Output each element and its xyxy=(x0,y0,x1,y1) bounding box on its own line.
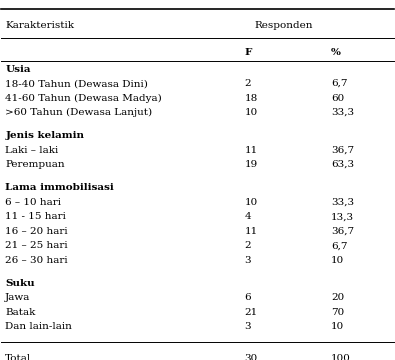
Text: 6,7: 6,7 xyxy=(331,241,347,250)
Text: 36,7: 36,7 xyxy=(331,146,354,155)
Text: 20: 20 xyxy=(331,293,344,302)
Text: F: F xyxy=(245,48,252,57)
Text: 33,3: 33,3 xyxy=(331,198,354,207)
Text: 30: 30 xyxy=(245,354,258,360)
Text: 41-60 Tahun (Dewasa Madya): 41-60 Tahun (Dewasa Madya) xyxy=(5,94,162,103)
Text: 21 – 25 hari: 21 – 25 hari xyxy=(5,241,68,250)
Text: Lama immobilisasi: Lama immobilisasi xyxy=(5,183,114,192)
Text: Karakteristik: Karakteristik xyxy=(5,21,74,30)
Text: Jenis kelamin: Jenis kelamin xyxy=(5,131,84,140)
Text: >60 Tahun (Dewasa Lanjut): >60 Tahun (Dewasa Lanjut) xyxy=(5,108,152,117)
Text: Perempuan: Perempuan xyxy=(5,160,65,169)
Text: 18-40 Tahun (Dewasa Dini): 18-40 Tahun (Dewasa Dini) xyxy=(5,79,148,88)
Text: 6,7: 6,7 xyxy=(331,79,347,88)
Text: 60: 60 xyxy=(331,94,344,103)
Text: 11: 11 xyxy=(245,146,258,155)
Text: 3: 3 xyxy=(245,322,251,331)
Text: 6 – 10 hari: 6 – 10 hari xyxy=(5,198,61,207)
Text: 70: 70 xyxy=(331,308,344,317)
Text: 11: 11 xyxy=(245,227,258,236)
Text: Responden: Responden xyxy=(254,21,313,30)
Text: 33,3: 33,3 xyxy=(331,108,354,117)
Text: Dan lain-lain: Dan lain-lain xyxy=(5,322,72,331)
Text: 26 – 30 hari: 26 – 30 hari xyxy=(5,256,68,265)
Text: Usia: Usia xyxy=(5,64,31,73)
Text: 3: 3 xyxy=(245,256,251,265)
Text: 6: 6 xyxy=(245,293,251,302)
Text: 13,3: 13,3 xyxy=(331,212,354,221)
Text: 21: 21 xyxy=(245,308,258,317)
Text: %: % xyxy=(331,48,341,57)
Text: Total: Total xyxy=(5,354,32,360)
Text: Jawa: Jawa xyxy=(5,293,31,302)
Text: 2: 2 xyxy=(245,79,251,88)
Text: 63,3: 63,3 xyxy=(331,160,354,169)
Text: 2: 2 xyxy=(245,241,251,250)
Text: 100: 100 xyxy=(331,354,351,360)
Text: Laki – laki: Laki – laki xyxy=(5,146,58,155)
Text: 11 - 15 hari: 11 - 15 hari xyxy=(5,212,66,221)
Text: 36,7: 36,7 xyxy=(331,227,354,236)
Text: 10: 10 xyxy=(245,108,258,117)
Text: 10: 10 xyxy=(245,198,258,207)
Text: Batak: Batak xyxy=(5,308,36,317)
Text: 10: 10 xyxy=(331,256,344,265)
Text: 10: 10 xyxy=(331,322,344,331)
Text: Suku: Suku xyxy=(5,279,35,288)
Text: 19: 19 xyxy=(245,160,258,169)
Text: 16 – 20 hari: 16 – 20 hari xyxy=(5,227,68,236)
Text: 4: 4 xyxy=(245,212,251,221)
Text: 18: 18 xyxy=(245,94,258,103)
